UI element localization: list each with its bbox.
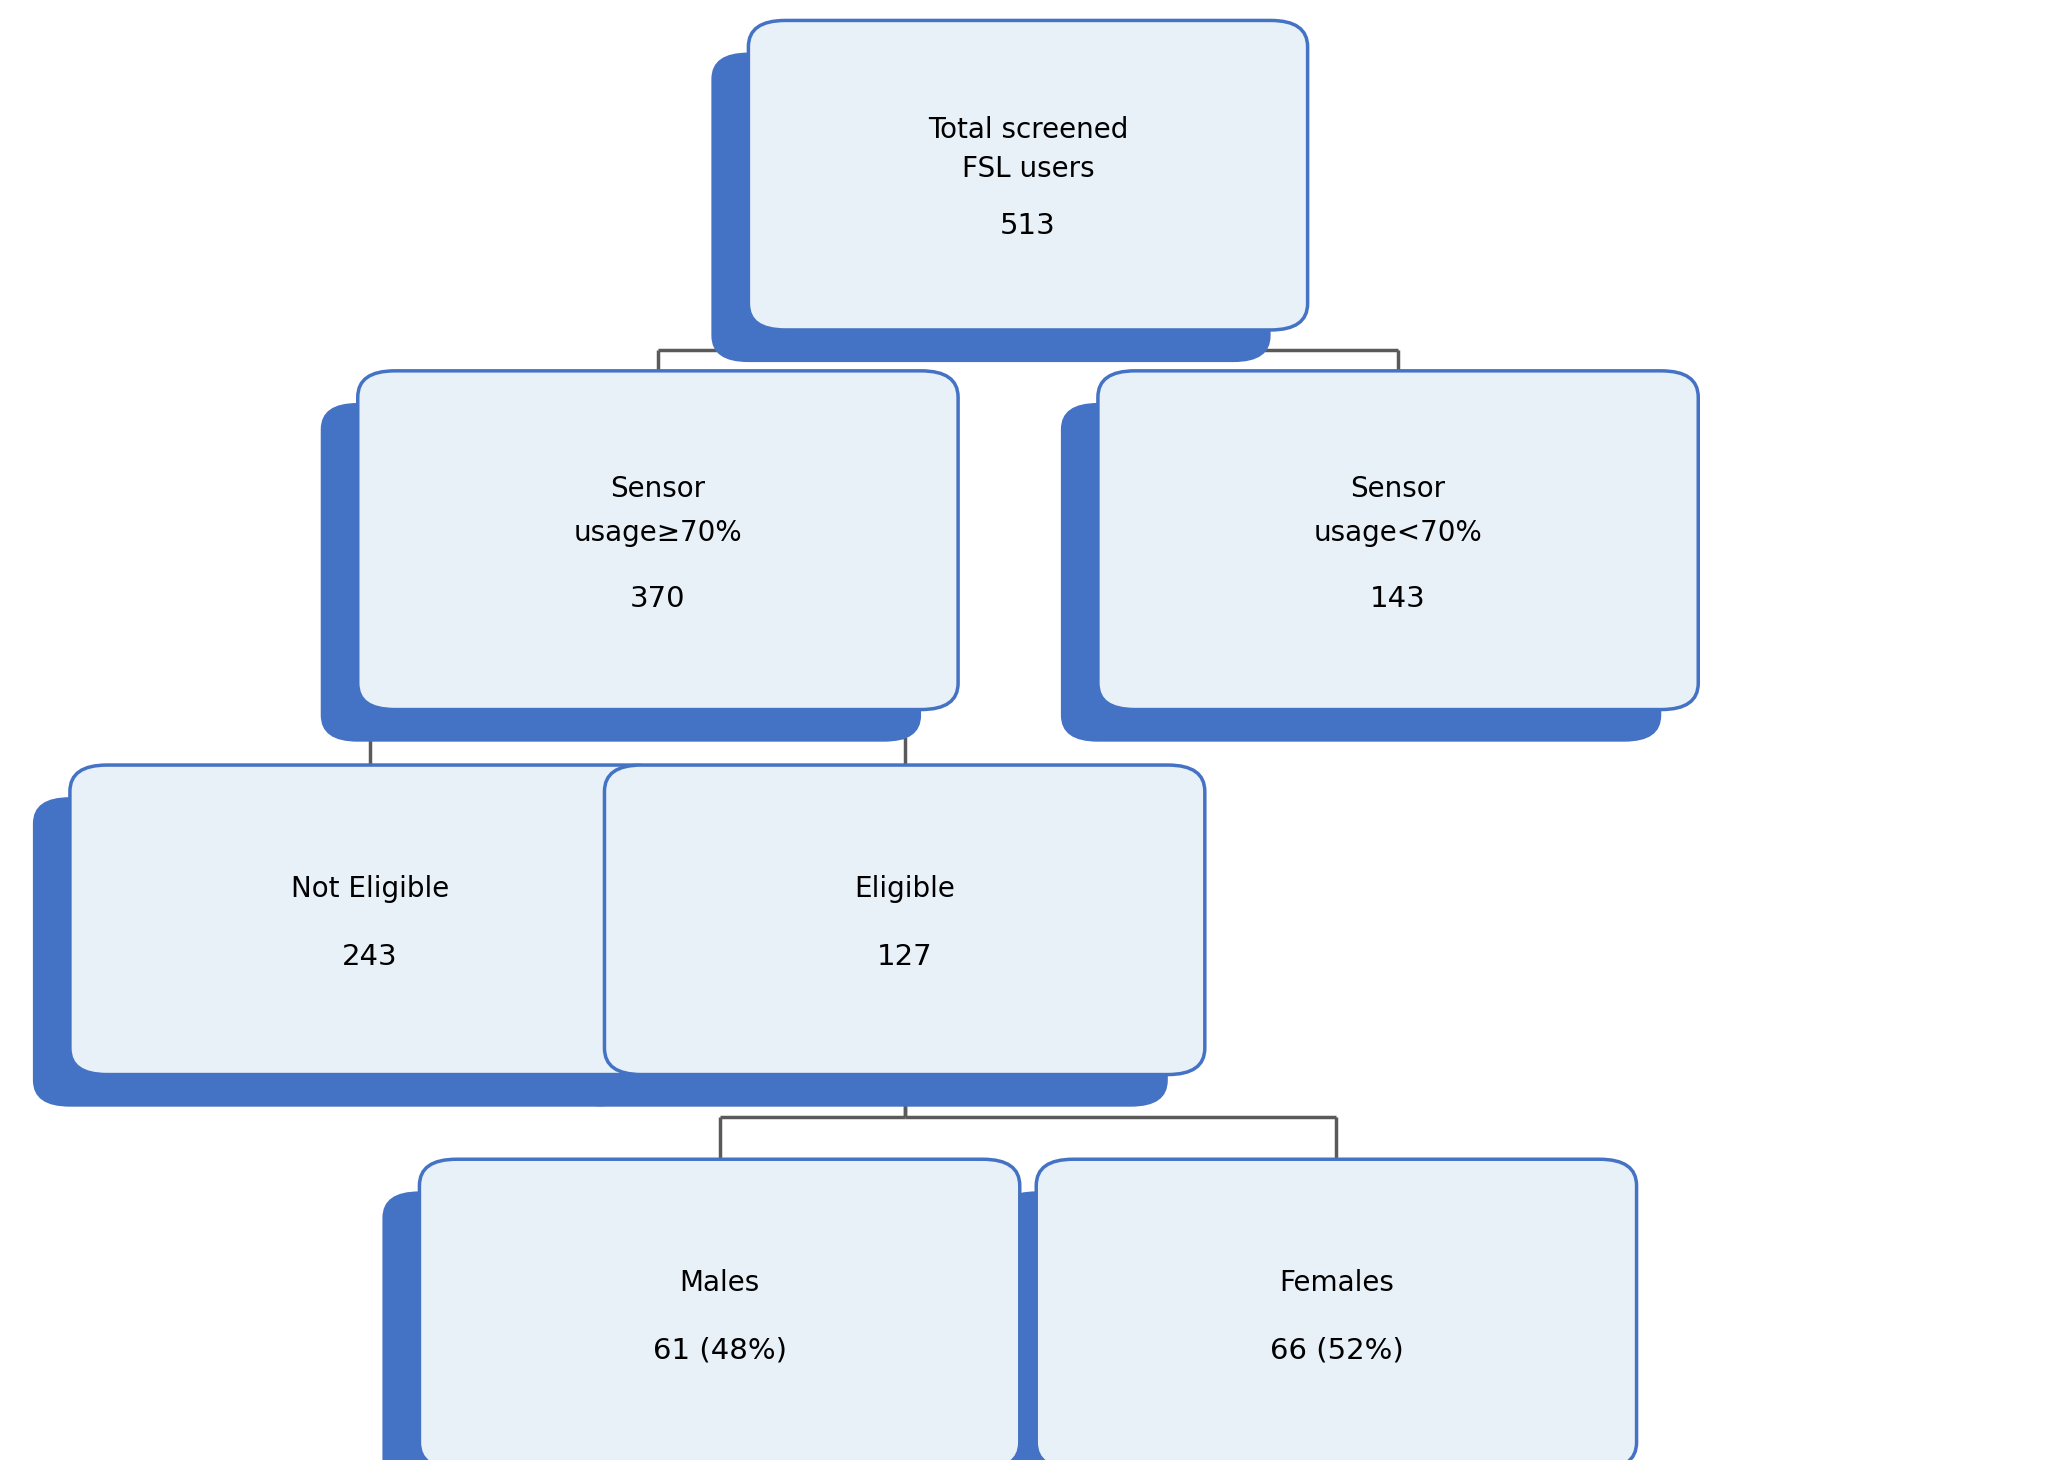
FancyBboxPatch shape xyxy=(1061,403,1661,742)
Text: Sensor: Sensor xyxy=(1351,474,1445,502)
FancyBboxPatch shape xyxy=(382,1191,983,1460)
FancyBboxPatch shape xyxy=(711,53,1271,362)
Text: 513: 513 xyxy=(999,212,1057,241)
Text: 370: 370 xyxy=(631,584,685,613)
FancyBboxPatch shape xyxy=(33,797,633,1107)
Text: 127: 127 xyxy=(876,943,933,971)
FancyBboxPatch shape xyxy=(358,371,958,710)
Text: Females: Females xyxy=(1279,1269,1394,1298)
FancyBboxPatch shape xyxy=(419,1159,1020,1460)
Text: 143: 143 xyxy=(1369,584,1427,613)
Text: 243: 243 xyxy=(341,943,399,971)
Text: Males: Males xyxy=(678,1269,761,1298)
FancyBboxPatch shape xyxy=(999,1191,1600,1460)
FancyBboxPatch shape xyxy=(70,765,670,1075)
FancyBboxPatch shape xyxy=(604,765,1205,1075)
Text: usage≥70%: usage≥70% xyxy=(574,520,742,548)
Text: usage<70%: usage<70% xyxy=(1314,520,1482,548)
Text: FSL users: FSL users xyxy=(962,155,1094,182)
FancyBboxPatch shape xyxy=(748,20,1308,330)
FancyBboxPatch shape xyxy=(1036,1159,1637,1460)
Text: 61 (48%): 61 (48%) xyxy=(652,1337,787,1365)
Text: Eligible: Eligible xyxy=(853,875,956,904)
Text: Not Eligible: Not Eligible xyxy=(292,875,448,904)
FancyBboxPatch shape xyxy=(567,797,1168,1107)
Text: 66 (52%): 66 (52%) xyxy=(1269,1337,1404,1365)
FancyBboxPatch shape xyxy=(321,403,921,742)
Text: Sensor: Sensor xyxy=(611,474,705,502)
FancyBboxPatch shape xyxy=(1098,371,1698,710)
Text: Total screened: Total screened xyxy=(927,117,1129,145)
